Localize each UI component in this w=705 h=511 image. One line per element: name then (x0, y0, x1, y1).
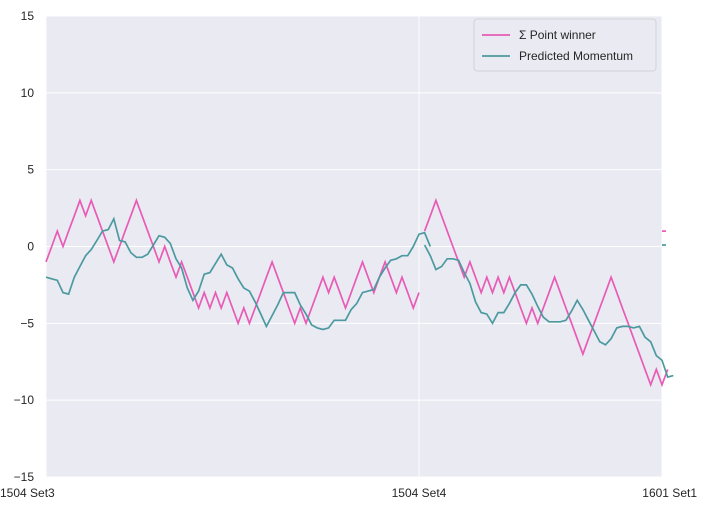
y-tick-label: 5 (27, 163, 34, 177)
y-tick-label: 0 (27, 240, 34, 254)
x-tick-label: 1601 Set1 (642, 486, 697, 500)
legend: Σ Point winner Predicted Momentum (473, 18, 657, 72)
x-tick-label: 1504 Set4 (392, 486, 447, 500)
legend-frame (473, 18, 657, 72)
series-line-point-winner (45, 197, 420, 326)
y-tick-label: 15 (21, 9, 35, 23)
x-tick-label: 1504 Set3 (0, 486, 55, 500)
series-line-predicted-momentum (423, 244, 674, 379)
y-tick-label: −5 (20, 316, 34, 330)
y-tick-label: 10 (21, 86, 35, 100)
legend-label: Predicted Momentum (519, 49, 633, 63)
grid-lines (45, 15, 663, 478)
y-axis-ticks: −15 −10 −5 0 5 10 15 (14, 9, 35, 484)
series-layer (45, 197, 674, 388)
x-axis-ticks: 1504 Set3 1504 Set4 1601 Set1 (0, 486, 697, 500)
legend-label: Σ Point winner (519, 28, 596, 42)
y-tick-label: −10 (14, 393, 35, 407)
y-tick-label: −15 (14, 470, 35, 484)
series-line-predicted-momentum (45, 216, 432, 331)
